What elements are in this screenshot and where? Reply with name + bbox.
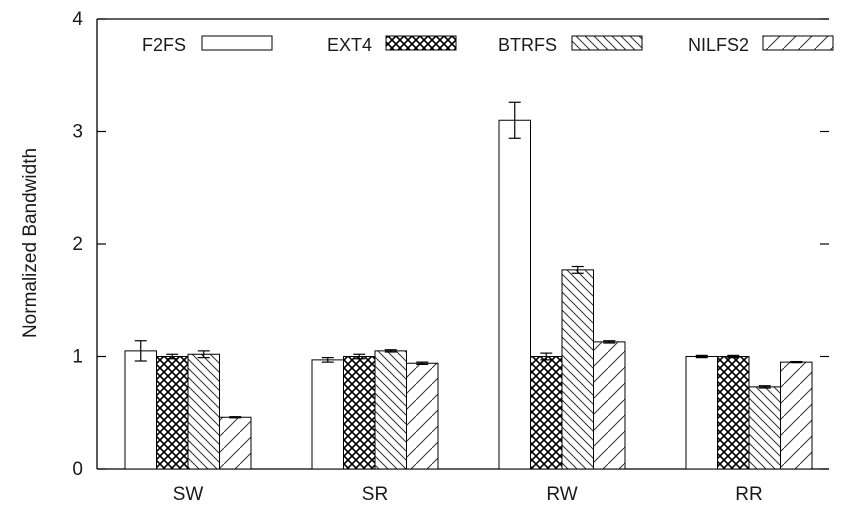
legend: F2FS EXT4 BTRFS NILFS2 xyxy=(142,35,834,55)
x-tick-label: RW xyxy=(546,484,577,505)
error-bars xyxy=(134,101,803,419)
bar-nilfs2-rw xyxy=(593,341,626,470)
bar-ext4-rr xyxy=(717,356,750,470)
bar-f2fs-rr xyxy=(685,356,718,470)
bar-nilfs2-sr xyxy=(406,362,439,470)
x-tick-label: RR xyxy=(735,484,762,505)
legend-label-nilfs2: NILFS2 xyxy=(688,35,749,55)
bar-btrfs-sr xyxy=(374,350,407,470)
legend-label-ext4: EXT4 xyxy=(327,35,372,55)
legend-swatch-ext4 xyxy=(385,35,457,51)
bar-nilfs2-sw xyxy=(219,416,252,470)
bar-f2fs-sw xyxy=(124,350,157,470)
legend-swatch-btrfs xyxy=(571,35,643,51)
bar-ext4-sr xyxy=(343,356,376,470)
y-tick-label: 3 xyxy=(72,122,83,143)
legend-label-btrfs: BTRFS xyxy=(498,35,557,55)
y-ticks: 0 1 2 3 4 xyxy=(72,9,829,480)
legend-swatch-nilfs2 xyxy=(762,35,834,51)
bar-nilfs2-rr xyxy=(780,361,813,470)
x-tick-label: SR xyxy=(362,484,388,505)
legend-swatch-f2fs xyxy=(201,35,273,51)
bar-ext4-rw xyxy=(530,356,563,470)
bars xyxy=(124,119,813,470)
y-axis-label: Normalized Bandwidth xyxy=(20,148,41,338)
y-tick-label: 1 xyxy=(72,347,83,368)
bar-f2fs-sr xyxy=(311,359,344,470)
y-tick-label: 4 xyxy=(72,9,83,30)
bar-btrfs-rw xyxy=(561,269,594,470)
bar-btrfs-sw xyxy=(187,353,220,470)
x-tick-label: SW xyxy=(173,484,204,505)
x-tick-labels: SW SR RW RR xyxy=(173,484,763,505)
y-tick-label: 0 xyxy=(72,459,83,480)
bar-btrfs-rr xyxy=(748,386,781,470)
bar-f2fs-rw xyxy=(498,119,531,470)
bar-ext4-sw xyxy=(156,356,189,470)
y-tick-label: 2 xyxy=(72,234,83,255)
legend-label-f2fs: F2FS xyxy=(142,35,186,55)
